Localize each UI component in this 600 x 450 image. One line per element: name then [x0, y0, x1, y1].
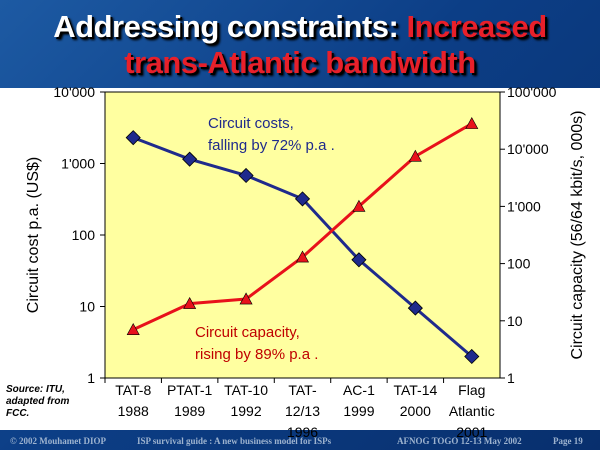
capacity-data-point: [183, 296, 197, 309]
title-red-part: Increased: [406, 9, 547, 44]
left-axis-tick-label: 100: [72, 227, 96, 243]
x-axis-tick-label-line: TAT-14: [393, 382, 437, 398]
right-axis-tick-label: 100: [507, 256, 531, 272]
x-axis-tick-label: TAT- 12/13 1996: [285, 382, 320, 440]
x-axis-tick-label-line: TAT-10: [224, 382, 268, 398]
title-white-part: Addressing constraints:: [53, 9, 407, 44]
x-axis-tick-label-line: AC-1: [343, 382, 375, 398]
capacity-annotation-line: Circuit capacity,: [195, 324, 300, 341]
cost-annotation-line: Circuit costs,: [208, 115, 294, 132]
x-axis-tick-label-line: 2000: [400, 403, 431, 419]
x-axis-tick-label-line: 12/13: [285, 403, 320, 419]
x-axis-tick-label-line: 1988: [118, 403, 149, 419]
left-axis-title: Circuit cost p.a. (US$): [25, 157, 42, 313]
x-axis-tick-label: PTAT-1 1989: [167, 382, 213, 419]
right-axis-tick-label: 100'000: [507, 84, 557, 100]
cost-data-point: [238, 167, 254, 184]
footer-event: AFNOG TOGO 12-13 May 2002: [397, 436, 522, 446]
x-axis-tick-label-line: 1989: [174, 403, 205, 419]
right-axis-title: Circuit capacity (56/64 kbit/s, 000s): [569, 111, 586, 360]
x-axis-tick-label-line: Flag: [458, 382, 485, 398]
left-axis-tick-label: 1'000: [61, 156, 95, 172]
slide-title-line2: trans-Atlantic bandwidth: [124, 45, 476, 80]
capacity-data-point: [239, 292, 253, 305]
capacity-data-point: [465, 116, 479, 129]
capacity-data-point: [352, 199, 366, 212]
cost-data-point: [351, 252, 367, 268]
x-axis-tick-label-line: 1999: [343, 403, 374, 419]
cost-data-point: [182, 151, 198, 167]
x-axis-tick-label-line: TAT-: [288, 382, 317, 398]
footer-page: Page 19: [553, 436, 583, 446]
cost-data-point: [125, 130, 141, 146]
cost-data-point: [407, 300, 423, 316]
slide-title-line1: Addressing constraints: Increased: [0, 10, 600, 44]
footer-author: © 2002 Mouhamet DIOP: [10, 436, 106, 446]
capacity-annotation-line: rising by 89% p.a .: [195, 346, 318, 363]
right-axis-tick-label: 10'000: [507, 141, 549, 157]
capacity-data-point: [408, 149, 422, 162]
plot-area: [104, 91, 501, 379]
right-axis-tick-label: 1'000: [507, 198, 541, 214]
capacity-data-point: [295, 250, 310, 263]
x-axis-tick-label-line: PTAT-1: [167, 382, 213, 398]
x-axis-tick-label-line: 1992: [230, 403, 261, 419]
x-axis-tick-label: AC-1 1999: [343, 382, 375, 419]
capacity-data-point: [126, 323, 140, 335]
left-axis-tick-label: 1: [87, 370, 95, 386]
source-note: Source: ITU, adapted from FCC.: [6, 384, 70, 419]
x-axis-tick-label: Flag Atlantic 2001: [449, 382, 495, 440]
right-axis-tick-label: 1: [507, 370, 515, 386]
x-axis-tick-label-line: TAT-8: [115, 382, 151, 398]
cost-annotation-line: falling by 72% p.a .: [208, 137, 335, 154]
x-axis-tick-label: TAT-14 2000: [393, 382, 437, 419]
x-axis-tick-label: TAT-8 1988: [115, 382, 151, 419]
x-axis-tick-label-line: 2001: [456, 424, 487, 440]
x-axis-tick-label-line: Atlantic: [449, 403, 495, 419]
left-axis-tick-label: 10: [79, 299, 95, 315]
left-axis-tick-label: 10'000: [53, 84, 95, 100]
right-axis-tick-label: 10: [507, 313, 523, 329]
cost-data-point: [294, 191, 311, 207]
cost-data-point: [464, 348, 480, 365]
x-axis-tick-label: TAT-10 1992: [224, 382, 268, 419]
footer-subtitle: ISP survival guide : A new business mode…: [137, 436, 332, 446]
x-axis-tick-label-line: 1996: [287, 424, 318, 440]
